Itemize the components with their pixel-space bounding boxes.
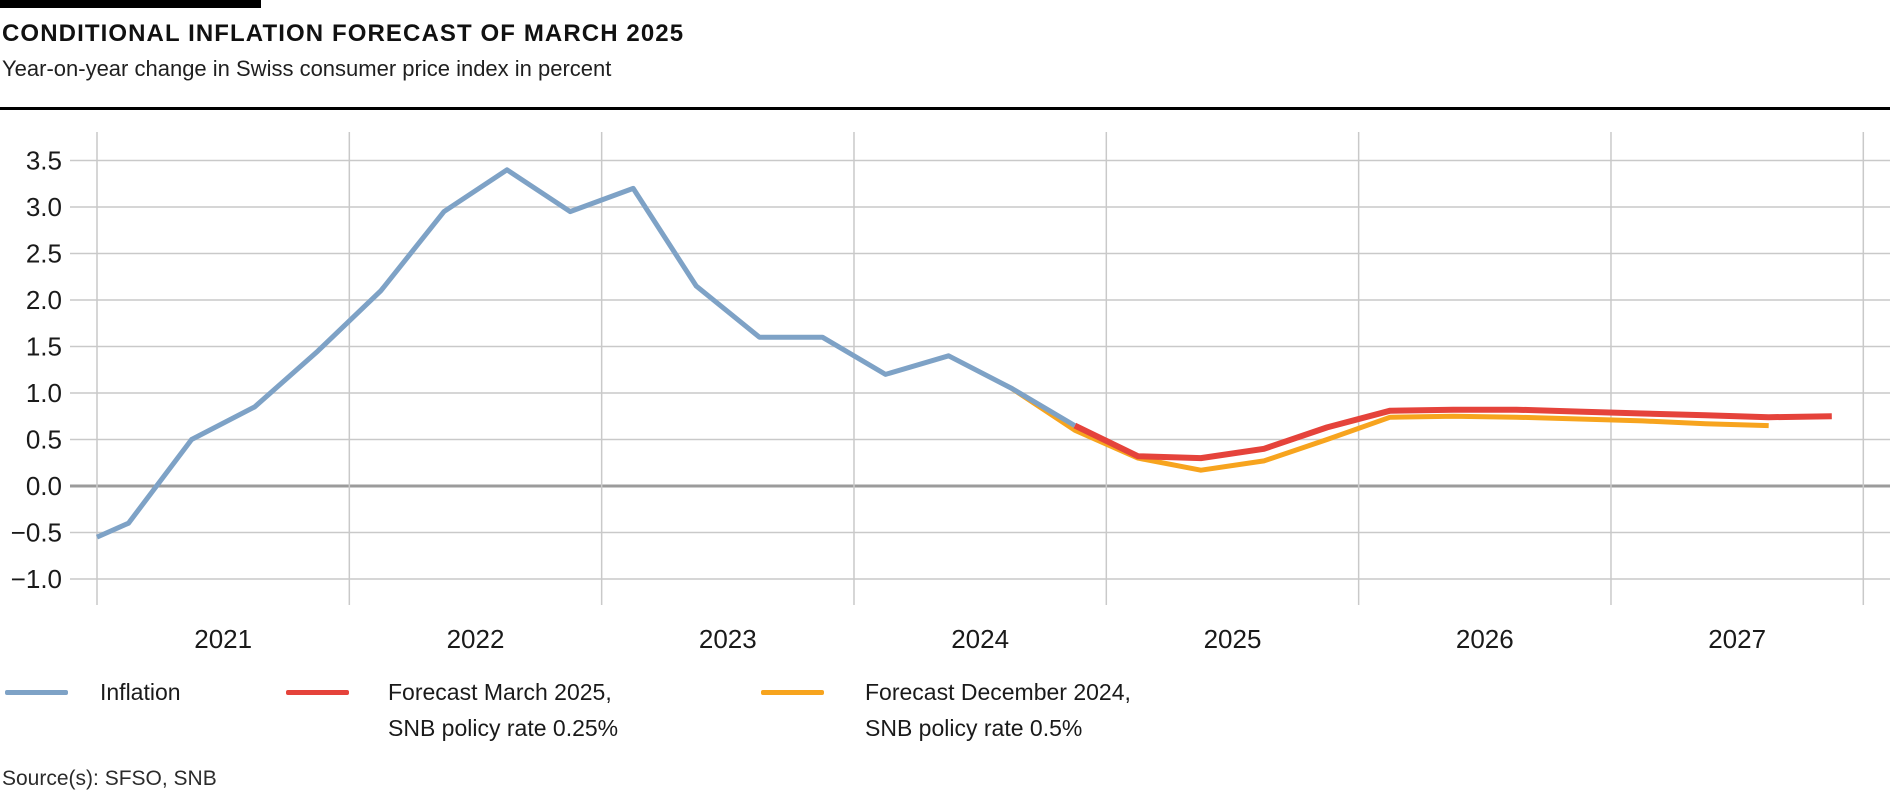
- y-tick-label: −1.0: [11, 564, 62, 594]
- y-tick-label: 0.5: [26, 425, 62, 455]
- legend-label-forecast-december-2024: Forecast December 2024, SNB policy rate …: [865, 679, 1131, 741]
- inflation-forecast-chart: 3.5 3.0 2.5 2.0 1.5 1.0 0.5 0.0 −0.5 −1.0 2021 2022…: [11, 132, 1890, 654]
- legend-swatch-forecast-december-2024: [761, 690, 824, 695]
- top-accent-bar: [0, 0, 261, 8]
- x-tick-label: 2022: [447, 624, 505, 654]
- y-tick-label: 1.5: [26, 332, 62, 362]
- y-tick-label: 3.5: [26, 146, 62, 176]
- x-tick-label: 2025: [1204, 624, 1262, 654]
- source-note: Source(s): SFSO, SNB: [2, 767, 217, 790]
- y-tick-label: −0.5: [11, 518, 62, 548]
- y-tick-label: 3.0: [26, 192, 62, 222]
- y-tick-label: 1.0: [26, 378, 62, 408]
- series-forecast-december-2024-snb-policy-rate-0-5: [1010, 386, 1769, 473]
- legend-swatch-inflation: [5, 690, 68, 695]
- series-forecast-march-2025-snb-policy-rate-0-25: [1073, 406, 1832, 462]
- x-tick-label: 2026: [1456, 624, 1514, 654]
- legend-swatch-forecast-march-2025: [286, 690, 349, 695]
- series-inflation: [95, 167, 1077, 540]
- y-tick-label: 2.0: [26, 285, 62, 315]
- page-subtitle: Year-on-year change in Swiss consumer pr…: [2, 56, 612, 81]
- title-rule: [0, 107, 1890, 110]
- legend-label-inflation: Inflation: [100, 679, 181, 705]
- y-tick-label: 2.5: [26, 239, 62, 269]
- legend-label-forecast-march-2025: Forecast March 2025, SNB policy rate 0.2…: [388, 679, 619, 741]
- y-tick-label: 0.0: [26, 471, 62, 501]
- page-title: CONDITIONAL INFLATION FORECAST OF MARCH …: [2, 20, 685, 47]
- x-tick-label: 2027: [1708, 624, 1766, 654]
- x-tick-label: 2023: [699, 624, 757, 654]
- x-tick-label: 2021: [194, 624, 252, 654]
- x-tick-label: 2024: [951, 624, 1009, 654]
